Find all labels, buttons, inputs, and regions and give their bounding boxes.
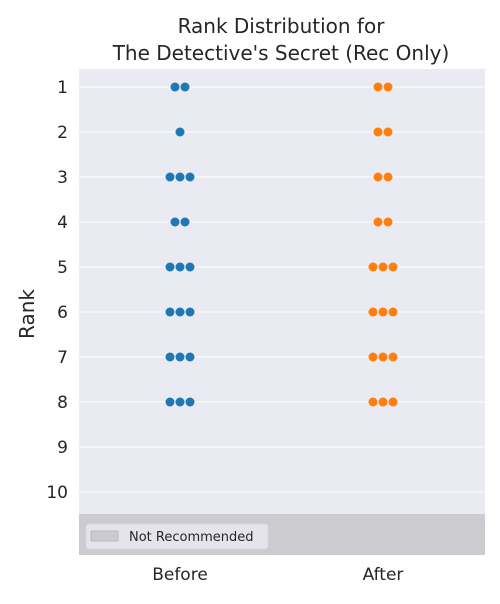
- point-after-rank-8: [368, 397, 378, 407]
- point-after-rank-2: [373, 127, 383, 137]
- point-before-rank-8: [185, 397, 195, 407]
- legend-label: Not Recommended: [129, 530, 254, 545]
- point-before-rank-7: [185, 352, 195, 362]
- point-after-rank-7: [388, 352, 398, 362]
- point-after-rank-1: [383, 82, 393, 92]
- point-before-rank-7: [165, 352, 175, 362]
- y-axis-label: Rank: [15, 289, 39, 339]
- y-tick-label: 10: [46, 483, 68, 503]
- point-after-rank-3: [383, 172, 393, 182]
- point-before-rank-5: [165, 262, 175, 272]
- point-before-rank-3: [165, 172, 175, 182]
- y-tick-label: 1: [57, 78, 68, 98]
- point-before-rank-5: [185, 262, 195, 272]
- y-tick-label: 9: [57, 438, 68, 458]
- point-before-rank-5: [175, 262, 185, 272]
- point-after-rank-1: [373, 82, 383, 92]
- point-after-rank-4: [373, 217, 383, 227]
- point-after-rank-6: [368, 307, 378, 317]
- y-tick-label: 4: [57, 213, 68, 233]
- point-before-rank-6: [165, 307, 175, 317]
- y-tick-label: 3: [57, 168, 68, 188]
- point-before-rank-6: [175, 307, 185, 317]
- chart-title-line-2: The Detective's Secret (Rec Only): [112, 41, 450, 65]
- point-before-rank-7: [175, 352, 185, 362]
- point-after-rank-5: [368, 262, 378, 272]
- y-tick-label: 5: [57, 258, 68, 278]
- point-before-rank-2: [175, 127, 185, 137]
- point-before-rank-6: [185, 307, 195, 317]
- point-after-rank-7: [378, 352, 388, 362]
- point-before-rank-4: [180, 217, 190, 227]
- point-before-rank-1: [180, 82, 190, 92]
- grid-lines: [79, 86, 485, 493]
- point-after-rank-7: [368, 352, 378, 362]
- point-after-rank-5: [378, 262, 388, 272]
- point-before-rank-8: [165, 397, 175, 407]
- point-before-rank-1: [170, 82, 180, 92]
- y-tick-label: 6: [57, 303, 68, 323]
- point-before-rank-3: [175, 172, 185, 182]
- point-before-rank-4: [170, 217, 180, 227]
- legend: Not Recommended: [85, 523, 269, 550]
- point-after-rank-2: [383, 127, 393, 137]
- point-before-rank-8: [175, 397, 185, 407]
- point-after-rank-8: [378, 397, 388, 407]
- x-tick-labels: Before After: [152, 565, 403, 585]
- legend-box: [85, 523, 269, 550]
- y-tick-label: 8: [57, 393, 68, 413]
- y-tick-label: 2: [57, 123, 68, 143]
- x-tick-label-after: After: [363, 565, 404, 585]
- y-tick-labels: 1 2 3 4 5 6 7 8 9 10: [46, 78, 68, 503]
- point-after-rank-6: [388, 307, 398, 317]
- point-after-rank-3: [373, 172, 383, 182]
- point-before-rank-3: [185, 172, 195, 182]
- data-points: [165, 82, 398, 407]
- point-after-rank-8: [388, 397, 398, 407]
- point-after-rank-5: [388, 262, 398, 272]
- y-tick-label: 7: [57, 348, 68, 368]
- x-tick-label-before: Before: [152, 565, 208, 585]
- chart-title-line-1: Rank Distribution for: [178, 14, 386, 38]
- legend-swatch: [90, 530, 119, 542]
- point-after-rank-4: [383, 217, 393, 227]
- point-after-rank-6: [378, 307, 388, 317]
